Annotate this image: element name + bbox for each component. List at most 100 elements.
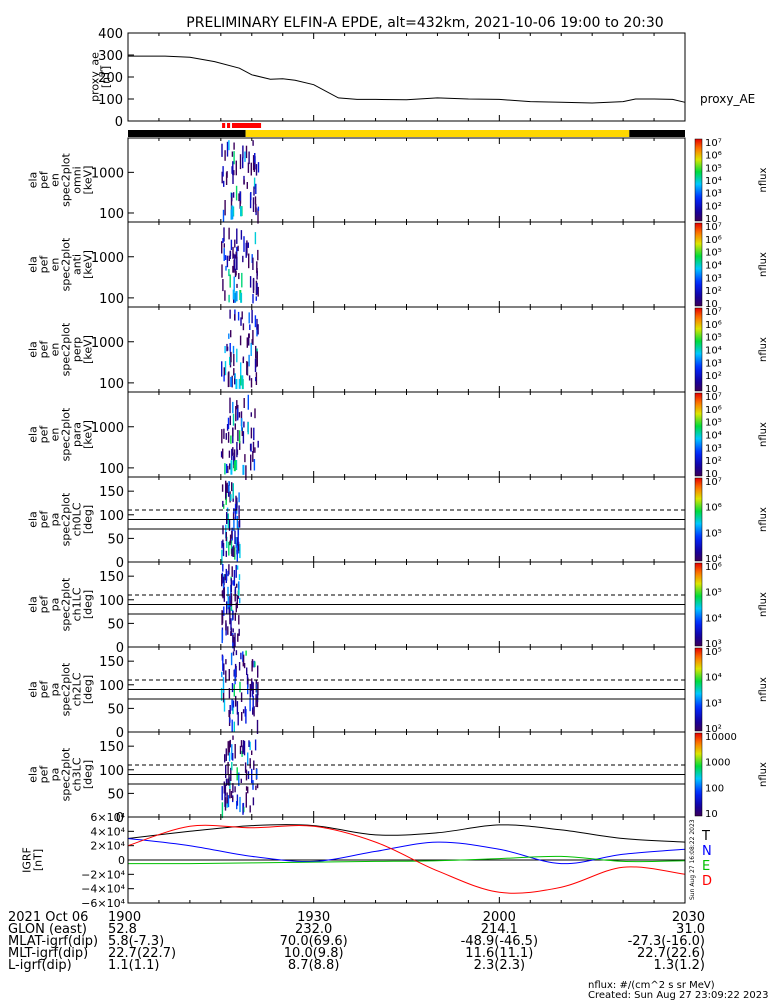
ch1-colorbar-tick-label: 10⁵ (705, 588, 722, 599)
omni-ytick-label: 1000 (91, 166, 124, 181)
ch0-pixel (225, 486, 227, 499)
anti-ylabel-line-1: pef (38, 255, 51, 274)
ch0-pixel (229, 540, 231, 546)
omni-pixel (230, 197, 233, 213)
ch2-pixel (253, 660, 255, 668)
ch0-pixel (227, 513, 229, 529)
para-pixel (225, 463, 228, 474)
igrf-ytick-label: −4×10⁴ (81, 883, 125, 896)
para-pixel (232, 413, 235, 426)
ch2-pixel (235, 650, 238, 656)
ch3-pixel (245, 792, 247, 808)
igrf-side-note: Sun Aug 27 16:08:22 2023 (689, 819, 696, 900)
igrf-series-E (127, 855, 686, 865)
omni-pixel (221, 171, 223, 184)
ch1-pixel (228, 607, 230, 615)
ch0-pixel (233, 508, 235, 514)
para-pixel (252, 451, 254, 462)
perp-pixel (251, 309, 253, 324)
igrf-series-N (127, 838, 686, 865)
ch2-pixel (257, 681, 259, 696)
ch3-pixel (239, 745, 242, 755)
ch0-ytick-label: 50 (107, 532, 124, 547)
anti-pixel (236, 246, 238, 257)
perp-pixel (223, 375, 225, 382)
ch3-pixel (242, 740, 245, 753)
panel-ch3: 0 50 100 150 10 100 1000 10000 nflux (99, 731, 769, 826)
ch3-pixel (223, 781, 225, 794)
omni-pixel (230, 209, 233, 220)
ae-ytick-label: 100 (98, 93, 123, 108)
perp-pixel (224, 361, 227, 376)
perp-pixel (242, 323, 245, 331)
ch3-pixel (227, 795, 230, 808)
omni-ylabel-line-5: [keV] (82, 166, 95, 195)
ch2-pixel (257, 665, 259, 678)
ch2-pixel (241, 712, 243, 721)
ch2-pixel (237, 712, 239, 726)
ch1-ytick-label: 50 (107, 617, 124, 632)
ch3-pixel (249, 805, 251, 813)
anti-ytick-label: 1000 (91, 251, 124, 266)
para-pixel (236, 400, 238, 410)
para-ylabel-line-3: spec2plot (60, 407, 73, 461)
ch1-pixel (221, 574, 223, 587)
ch2-ylabel-line-4: ch2LC (71, 672, 84, 706)
ephem-cell: 2.3(2.3) (474, 958, 526, 973)
omni-pixel (255, 183, 257, 194)
para-pixel (247, 422, 249, 435)
perp-pixel (229, 309, 231, 319)
para-pixel (228, 450, 231, 458)
ch3-pixel (240, 778, 242, 783)
ch0-pixel (238, 548, 240, 554)
perp-pixel (236, 348, 238, 363)
perp-pixel (221, 361, 223, 377)
ch0-pixel (231, 548, 233, 556)
perp-colorbar-tick-label: 10⁴ (705, 346, 722, 357)
perp-colorbar-tick-label: 10⁶ (705, 320, 722, 331)
ch3-pixel (254, 739, 257, 751)
ch1-pixel (236, 595, 238, 609)
ch1-pixel (230, 627, 233, 636)
ch3-pixel (227, 741, 229, 756)
igrf-ytick-label: 6×10⁴ (90, 811, 125, 824)
ch1-pixel (233, 570, 236, 586)
ch3-ylabel-line-2: pa (49, 768, 62, 782)
created-note: Created: Sun Aug 27 23:09:22 2023 (588, 990, 768, 1000)
ch3-pixel (230, 791, 233, 798)
para-colorbar-tick-label: 10⁵ (705, 418, 722, 429)
ch3-pixel (234, 786, 236, 793)
ch2-pixel (256, 719, 259, 734)
perp-ylabel-line-1: pef (38, 340, 51, 359)
orbit-bar-segment (245, 130, 630, 137)
perp-ylabel-line-3: spec2plot (60, 322, 73, 376)
omni-pixel (239, 154, 242, 170)
ch3-ylabel-line-4: ch3LC (71, 757, 84, 791)
perp-pixel (240, 375, 242, 386)
omni-pixel (233, 170, 235, 176)
perp-pixel (233, 353, 235, 367)
red-marker (231, 123, 262, 128)
perp-pixel (250, 342, 252, 356)
ch2-pixel (222, 677, 225, 693)
ch2-pixel (245, 650, 247, 656)
perp-pixel (248, 312, 250, 324)
para-pixel (244, 454, 246, 463)
ch2-pixel (249, 683, 251, 698)
igrf-legend-D: D (702, 874, 712, 889)
para-pixel (220, 451, 223, 458)
ephem-row-label: GLON (east) (8, 922, 87, 937)
anti-pixel (241, 272, 243, 288)
ch3-ylabel-line-1: pef (38, 765, 51, 784)
perp-pixel (256, 324, 258, 337)
ch3-pixel (226, 803, 228, 808)
anti-pixel (235, 251, 237, 259)
ch3-pixel (236, 794, 239, 806)
ch0-pixel (234, 530, 236, 544)
ae-ytick-label: 300 (98, 49, 123, 64)
perp-pixel (234, 375, 236, 385)
ch0-pixel (237, 541, 240, 551)
para-pixel (237, 430, 239, 442)
